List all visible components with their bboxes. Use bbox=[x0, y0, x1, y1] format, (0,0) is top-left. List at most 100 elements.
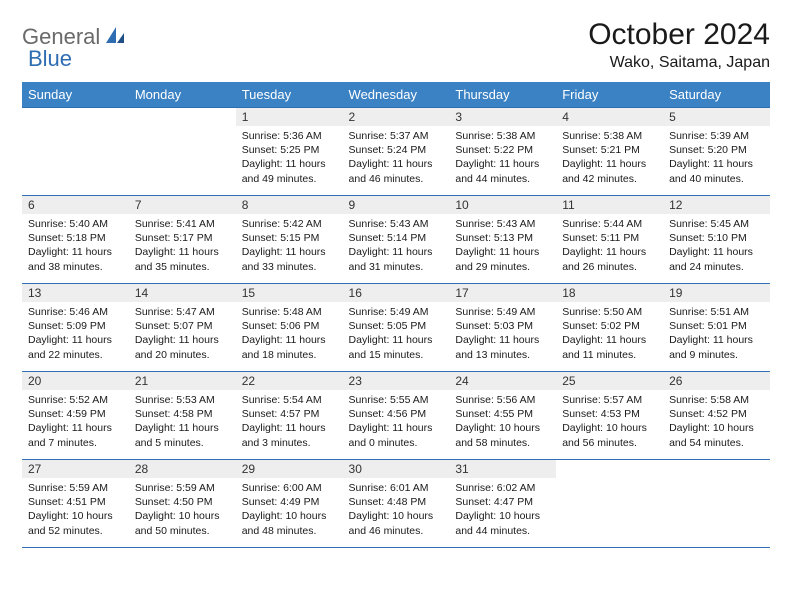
day-cell: 13Sunrise: 5:46 AMSunset: 5:09 PMDayligh… bbox=[22, 284, 129, 372]
daylight-text: Daylight: 11 hours and 9 minutes. bbox=[669, 333, 764, 361]
day-cell: 6Sunrise: 5:40 AMSunset: 5:18 PMDaylight… bbox=[22, 196, 129, 284]
day-number: 21 bbox=[129, 372, 236, 390]
day-cell: 8Sunrise: 5:42 AMSunset: 5:15 PMDaylight… bbox=[236, 196, 343, 284]
week-row: 6Sunrise: 5:40 AMSunset: 5:18 PMDaylight… bbox=[22, 196, 770, 284]
sunset-text: Sunset: 5:21 PM bbox=[562, 143, 657, 157]
sunset-text: Sunset: 5:15 PM bbox=[242, 231, 337, 245]
sunrise-text: Sunrise: 5:50 AM bbox=[562, 305, 657, 319]
sunset-text: Sunset: 4:49 PM bbox=[242, 495, 337, 509]
day-cell: 23Sunrise: 5:55 AMSunset: 4:56 PMDayligh… bbox=[343, 372, 450, 460]
sunrise-text: Sunrise: 5:52 AM bbox=[28, 393, 123, 407]
week-row: 20Sunrise: 5:52 AMSunset: 4:59 PMDayligh… bbox=[22, 372, 770, 460]
sunset-text: Sunset: 4:53 PM bbox=[562, 407, 657, 421]
day-cell bbox=[129, 108, 236, 196]
day-number: 31 bbox=[449, 460, 556, 478]
sunset-text: Sunset: 5:01 PM bbox=[669, 319, 764, 333]
location-label: Wako, Saitama, Japan bbox=[588, 54, 770, 72]
daylight-text: Daylight: 11 hours and 35 minutes. bbox=[135, 245, 230, 273]
day-cell: 24Sunrise: 5:56 AMSunset: 4:55 PMDayligh… bbox=[449, 372, 556, 460]
sunrise-text: Sunrise: 5:53 AM bbox=[135, 393, 230, 407]
day-cell: 21 Sunrise: 5:53 AMSunset: 4:58 PMDayligh… bbox=[129, 372, 236, 460]
day-number: 27 bbox=[22, 460, 129, 478]
sunset-text: Sunset: 5:10 PM bbox=[669, 231, 764, 245]
sunset-text: Sunset: 4:58 PM bbox=[135, 407, 230, 421]
daylight-text: Daylight: 11 hours and 11 minutes. bbox=[562, 333, 657, 361]
day-number: 11 bbox=[556, 196, 663, 214]
day-number: 9 bbox=[343, 196, 450, 214]
day-cell: 25Sunrise: 5:57 AMSunset: 4:53 PMDayligh… bbox=[556, 372, 663, 460]
dayname-monday: Monday bbox=[129, 82, 236, 108]
sunrise-text: Sunrise: 5:54 AM bbox=[242, 393, 337, 407]
daylight-text: Daylight: 11 hours and 44 minutes. bbox=[455, 157, 550, 185]
day-cell: 14Sunrise: 5:47 AMSunset: 5:07 PMDayligh… bbox=[129, 284, 236, 372]
sunrise-text: Sunrise: 5:55 AM bbox=[349, 393, 444, 407]
day-cell: 7Sunrise: 5:41 AMSunset: 5:17 PMDaylight… bbox=[129, 196, 236, 284]
title-block: October 2024 Wako, Saitama, Japan bbox=[588, 18, 770, 72]
sunrise-text: Sunrise: 5:37 AM bbox=[349, 129, 444, 143]
day-number: 7 bbox=[129, 196, 236, 214]
sunrise-text: Sunrise: 5:49 AM bbox=[455, 305, 550, 319]
day-details: Sunrise: 5:39 AMSunset: 5:20 PMDaylight:… bbox=[663, 126, 770, 190]
sunset-text: Sunset: 4:50 PM bbox=[135, 495, 230, 509]
sunset-text: Sunset: 5:07 PM bbox=[135, 319, 230, 333]
day-number: 30 bbox=[343, 460, 450, 478]
day-cell: 22Sunrise: 5:54 AMSunset: 4:57 PMDayligh… bbox=[236, 372, 343, 460]
sunset-text: Sunset: 4:51 PM bbox=[28, 495, 123, 509]
day-details: Sunrise: 5:40 AMSunset: 5:18 PMDaylight:… bbox=[22, 214, 129, 278]
daylight-text: Daylight: 10 hours and 54 minutes. bbox=[669, 421, 764, 449]
day-number: 13 bbox=[22, 284, 129, 302]
daylight-text: Daylight: 11 hours and 29 minutes. bbox=[455, 245, 550, 273]
daylight-text: Daylight: 11 hours and 42 minutes. bbox=[562, 157, 657, 185]
daylight-text: Daylight: 10 hours and 46 minutes. bbox=[349, 509, 444, 537]
sunrise-text: Sunrise: 5:36 AM bbox=[242, 129, 337, 143]
sunset-text: Sunset: 5:11 PM bbox=[562, 231, 657, 245]
day-details: Sunrise: 5:36 AMSunset: 5:25 PMDaylight:… bbox=[236, 126, 343, 190]
day-details: Sunrise: 5:55 AMSunset: 4:56 PMDaylight:… bbox=[343, 390, 450, 454]
day-cell: 18Sunrise: 5:50 AMSunset: 5:02 PMDayligh… bbox=[556, 284, 663, 372]
sunset-text: Sunset: 4:47 PM bbox=[455, 495, 550, 509]
logo-sail-icon bbox=[104, 25, 126, 50]
day-details: Sunrise: 5:37 AMSunset: 5:24 PMDaylight:… bbox=[343, 126, 450, 190]
day-number: 24 bbox=[449, 372, 556, 390]
day-details: Sunrise: 5:38 AMSunset: 5:22 PMDaylight:… bbox=[449, 126, 556, 190]
day-number: 20 bbox=[22, 372, 129, 390]
day-details: Sunrise: 5:44 AMSunset: 5:11 PMDaylight:… bbox=[556, 214, 663, 278]
sunset-text: Sunset: 4:48 PM bbox=[349, 495, 444, 509]
day-cell: 27Sunrise: 5:59 AMSunset: 4:51 PMDayligh… bbox=[22, 460, 129, 548]
sunrise-text: Sunrise: 5:49 AM bbox=[349, 305, 444, 319]
daylight-text: Daylight: 11 hours and 24 minutes. bbox=[669, 245, 764, 273]
day-cell: 17Sunrise: 5:49 AMSunset: 5:03 PMDayligh… bbox=[449, 284, 556, 372]
daylight-text: Daylight: 11 hours and 0 minutes. bbox=[349, 421, 444, 449]
day-cell: 2Sunrise: 5:37 AMSunset: 5:24 PMDaylight… bbox=[343, 108, 450, 196]
day-cell: 31Sunrise: 6:02 AMSunset: 4:47 PMDayligh… bbox=[449, 460, 556, 548]
sunset-text: Sunset: 5:06 PM bbox=[242, 319, 337, 333]
daylight-text: Daylight: 11 hours and 40 minutes. bbox=[669, 157, 764, 185]
day-details: Sunrise: 5:41 AMSunset: 5:17 PMDaylight:… bbox=[129, 214, 236, 278]
day-cell: 19Sunrise: 5:51 AMSunset: 5:01 PMDayligh… bbox=[663, 284, 770, 372]
sunrise-text: Sunrise: 5:56 AM bbox=[455, 393, 550, 407]
day-cell: 1Sunrise: 5:36 AMSunset: 5:25 PMDaylight… bbox=[236, 108, 343, 196]
sunset-text: Sunset: 5:09 PM bbox=[28, 319, 123, 333]
sunrise-text: Sunrise: 5:43 AM bbox=[349, 217, 444, 231]
sunrise-text: Sunrise: 6:00 AM bbox=[242, 481, 337, 495]
sunset-text: Sunset: 4:52 PM bbox=[669, 407, 764, 421]
sunset-text: Sunset: 4:56 PM bbox=[349, 407, 444, 421]
day-number: 17 bbox=[449, 284, 556, 302]
day-cell: 29Sunrise: 6:00 AMSunset: 4:49 PMDayligh… bbox=[236, 460, 343, 548]
daylight-text: Daylight: 11 hours and 5 minutes. bbox=[135, 421, 230, 449]
week-row: 1Sunrise: 5:36 AMSunset: 5:25 PMDaylight… bbox=[22, 108, 770, 196]
sunrise-text: Sunrise: 6:01 AM bbox=[349, 481, 444, 495]
daylight-text: Daylight: 11 hours and 38 minutes. bbox=[28, 245, 123, 273]
day-number: 15 bbox=[236, 284, 343, 302]
dayname-thursday: Thursday bbox=[449, 82, 556, 108]
day-details: Sunrise: 5:49 AMSunset: 5:03 PMDaylight:… bbox=[449, 302, 556, 366]
sunrise-text: Sunrise: 5:42 AM bbox=[242, 217, 337, 231]
daylight-text: Daylight: 11 hours and 3 minutes. bbox=[242, 421, 337, 449]
day-details: Sunrise: 6:02 AMSunset: 4:47 PMDaylight:… bbox=[449, 478, 556, 542]
day-details: Sunrise: 5:46 AMSunset: 5:09 PMDaylight:… bbox=[22, 302, 129, 366]
day-number: 5 bbox=[663, 108, 770, 126]
day-cell bbox=[556, 460, 663, 548]
daylight-text: Daylight: 10 hours and 50 minutes. bbox=[135, 509, 230, 537]
day-details: Sunrise: 5:45 AMSunset: 5:10 PMDaylight:… bbox=[663, 214, 770, 278]
day-details: Sunrise: 5:56 AMSunset: 4:55 PMDaylight:… bbox=[449, 390, 556, 454]
